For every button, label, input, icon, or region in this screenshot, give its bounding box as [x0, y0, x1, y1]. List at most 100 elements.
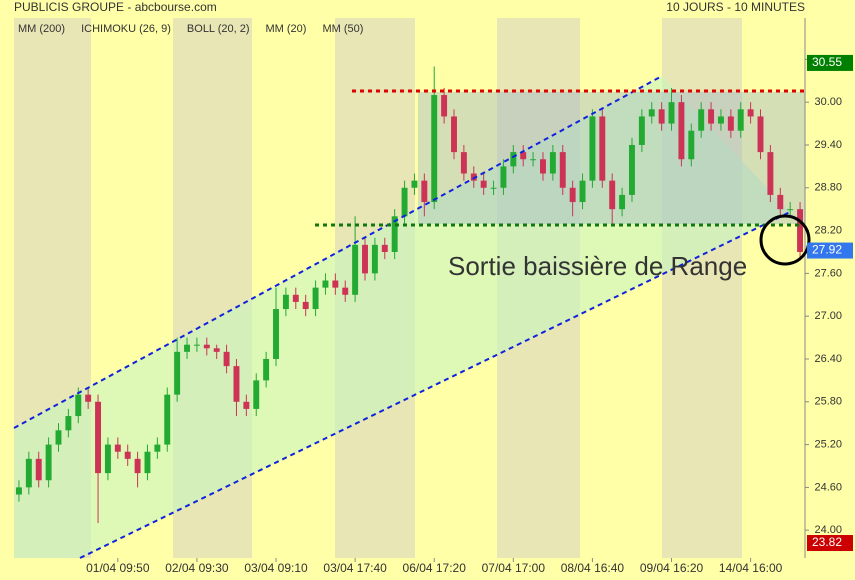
channel-lower [79, 211, 791, 559]
x-tick-label: 01/04 09:50 [86, 561, 150, 575]
candle-body [401, 187, 408, 217]
candle-body [629, 144, 635, 195]
candle-body [164, 394, 171, 445]
legend-entry: MM (50) [322, 23, 363, 35]
candle-body [233, 366, 240, 402]
x-tick-label: 06/04 17:20 [403, 561, 467, 575]
candle-body [787, 209, 794, 211]
candle-body [154, 444, 161, 452]
x-tick-label: 07/04 17:00 [482, 561, 546, 575]
y-tick-label: 25.80 [814, 396, 842, 408]
candle-body [510, 152, 517, 167]
x-tick-label: 14/04 16:00 [719, 561, 783, 575]
candle-body [104, 444, 111, 474]
y-tick-label: 29.40 [814, 139, 842, 151]
price-tag [807, 242, 853, 259]
candle-body [15, 487, 22, 495]
candle-body [25, 458, 32, 488]
candle-body [381, 244, 388, 252]
candle-body [371, 244, 378, 274]
candle-body [688, 130, 695, 160]
x-tick-label: 02/04 09:30 [165, 561, 229, 575]
candle-body [540, 159, 546, 174]
candle-body [342, 287, 349, 295]
candle-body [678, 102, 685, 160]
candle-body [500, 166, 507, 188]
candle-body [797, 209, 804, 252]
candle-body [717, 116, 724, 124]
candle-body [708, 109, 715, 124]
candle-body [451, 116, 457, 153]
candle-body [45, 444, 52, 481]
candle-body [727, 116, 734, 131]
candle-body [95, 401, 102, 474]
candle-body [777, 194, 784, 210]
y-tick-label: 28.20 [814, 224, 842, 236]
candle-body [480, 180, 487, 188]
legend-entry: BOLL (20, 2) [187, 23, 250, 35]
candle-body [668, 102, 675, 124]
candle-body [193, 344, 200, 346]
y-tick-label: 25.20 [814, 438, 842, 450]
price-tag-label: 30.55 [812, 55, 842, 69]
candle-body [470, 173, 477, 181]
chart-subtitle: 10 JOURS - 10 MINUTES [666, 0, 805, 14]
candle-body [441, 95, 448, 117]
y-tick-label: 26.40 [814, 353, 842, 365]
legend-entry: MM (200) [18, 23, 65, 35]
x-tick-label: 09/04 16:20 [640, 561, 704, 575]
channel-fill [14, 76, 790, 558]
candle-body [203, 344, 210, 349]
channel-upper [13, 75, 663, 429]
candle-body [35, 458, 42, 481]
candle-body [253, 380, 260, 409]
candle-body [282, 294, 289, 310]
candle-body [213, 348, 220, 352]
candle-body [421, 180, 428, 203]
candle-body [737, 109, 744, 131]
x-tick-label: 03/04 09:10 [244, 561, 308, 575]
candle-body [530, 159, 537, 161]
candle-body [134, 458, 141, 474]
price-tag [807, 54, 853, 71]
annotation: Sortie baissière de Range [448, 251, 747, 281]
candle-body [619, 194, 626, 210]
candle-body [243, 401, 250, 409]
candle-body [312, 287, 319, 310]
candle-body [698, 109, 705, 131]
candle-body [292, 294, 299, 302]
y-tick-label: 24.60 [814, 481, 842, 493]
y-tick-label: 27.00 [814, 310, 842, 322]
candle-body [352, 244, 359, 295]
candle-body [638, 116, 645, 145]
candle-body [302, 301, 309, 310]
candle-body [85, 394, 92, 402]
y-tick-label: 24.00 [814, 524, 842, 536]
candle-body [658, 109, 665, 124]
candle-body [747, 109, 754, 117]
candle-body [391, 216, 398, 252]
candle-body [332, 280, 339, 288]
candle-body [273, 309, 279, 359]
candle-body [609, 180, 616, 210]
y-tick-label: 30.00 [814, 96, 842, 108]
candle-body [569, 187, 576, 203]
candle-body [362, 244, 368, 274]
chart-title: PUBLICIS GROUPE - abcbourse.com [14, 0, 217, 14]
candle-body [65, 416, 72, 431]
price-tag-label: 23.82 [812, 535, 842, 549]
candle-body [648, 109, 655, 117]
candle-body [174, 351, 181, 395]
candle-body [322, 280, 329, 288]
candle-body [559, 152, 566, 188]
candle-body [431, 95, 438, 203]
price-tag-label: 27.92 [812, 243, 842, 257]
price-tag [807, 535, 853, 552]
legend-entry: ICHIMOKU (26, 9) [81, 23, 171, 35]
candle-body [223, 351, 230, 367]
candle-body [144, 451, 151, 474]
legend-entry: MM (20) [266, 23, 307, 35]
candle-body [520, 152, 527, 160]
